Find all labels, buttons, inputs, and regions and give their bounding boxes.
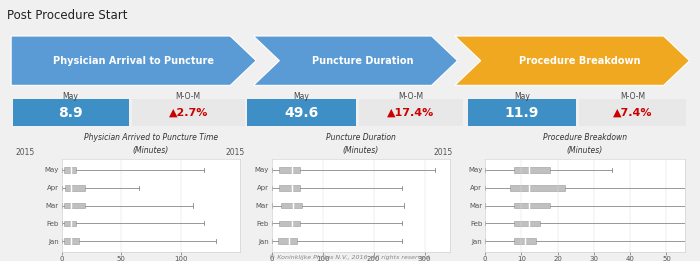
Polygon shape: [455, 36, 690, 85]
FancyBboxPatch shape: [13, 99, 129, 126]
Bar: [278, 238, 297, 244]
Text: M-O-M: M-O-M: [398, 92, 424, 102]
Text: ▲17.4%: ▲17.4%: [388, 108, 435, 117]
Polygon shape: [11, 36, 256, 85]
Bar: [65, 185, 85, 191]
Text: Physician Arrived to Puncture Time: Physician Arrived to Puncture Time: [84, 133, 218, 142]
Text: ▲2.7%: ▲2.7%: [169, 108, 208, 117]
Bar: [64, 203, 85, 208]
Text: Procedure Breakdown: Procedure Breakdown: [519, 56, 640, 66]
Text: May: May: [62, 92, 78, 102]
Bar: [514, 238, 536, 244]
Text: Post Procedure Start: Post Procedure Start: [7, 9, 127, 22]
Bar: [64, 221, 76, 226]
Text: (Minutes): (Minutes): [567, 146, 603, 155]
Text: M-O-M: M-O-M: [176, 92, 201, 102]
Bar: [514, 221, 540, 226]
Text: 2015: 2015: [15, 148, 34, 157]
Bar: [281, 203, 302, 208]
Text: Puncture Duration: Puncture Duration: [326, 133, 396, 142]
Bar: [64, 238, 79, 244]
Bar: [279, 167, 300, 173]
FancyBboxPatch shape: [359, 99, 463, 126]
Text: 11.9: 11.9: [505, 105, 539, 120]
Text: 2015: 2015: [225, 148, 244, 157]
Text: M-O-M: M-O-M: [620, 92, 645, 102]
Bar: [279, 221, 300, 226]
Text: 2015: 2015: [433, 148, 452, 157]
Text: 49.6: 49.6: [284, 105, 319, 120]
Bar: [64, 167, 76, 173]
FancyBboxPatch shape: [579, 99, 686, 126]
Text: (Minutes): (Minutes): [343, 146, 379, 155]
Text: (Minutes): (Minutes): [133, 146, 169, 155]
Text: ▲7.4%: ▲7.4%: [612, 108, 652, 117]
FancyBboxPatch shape: [246, 99, 356, 126]
Text: Puncture Duration: Puncture Duration: [312, 56, 414, 66]
Polygon shape: [253, 36, 458, 85]
FancyBboxPatch shape: [132, 99, 244, 126]
Bar: [279, 185, 300, 191]
Text: © Koninklijke Philips N.V., 2016. All rights reserved.: © Koninklijke Philips N.V., 2016. All ri…: [269, 255, 431, 260]
Text: May: May: [514, 92, 530, 102]
Bar: [514, 167, 550, 173]
Text: Physician Arrival to Puncture: Physician Arrival to Puncture: [53, 56, 214, 66]
Text: 8.9: 8.9: [58, 105, 83, 120]
FancyBboxPatch shape: [468, 99, 575, 126]
Text: May: May: [293, 92, 309, 102]
Bar: [514, 203, 550, 208]
Text: Procedure Breakdown: Procedure Breakdown: [542, 133, 627, 142]
Bar: [510, 185, 565, 191]
